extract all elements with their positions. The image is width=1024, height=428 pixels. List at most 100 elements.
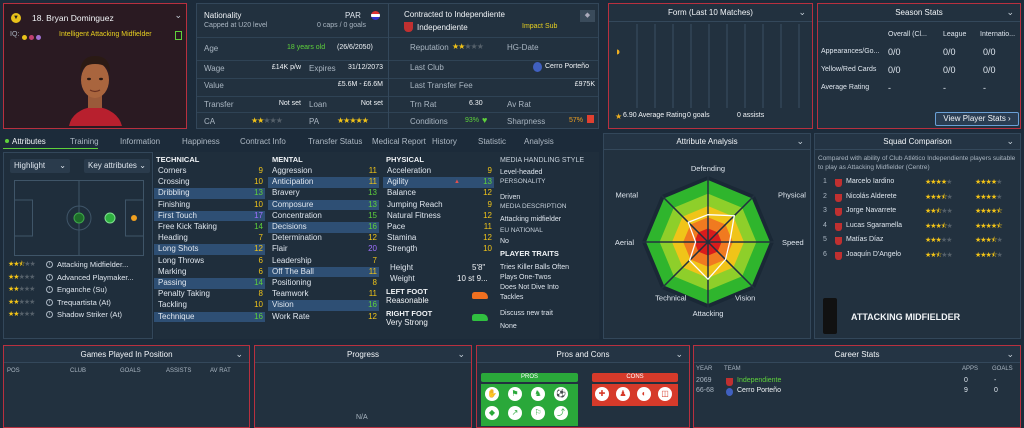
squad-player-name[interactable]: Lucas Sgaramella [846,221,903,229]
info-icon[interactable]: i [46,286,53,293]
pro-icon[interactable]: ♞ [531,387,545,401]
pro-icon[interactable]: ◆ [485,406,499,420]
career-team[interactable]: Cerro Porteño [737,387,781,394]
pro-icon[interactable]: ↗ [508,406,522,420]
tab-analysis[interactable]: Analysis [524,137,554,146]
attribute-row-acceleration[interactable]: Acceleration 9 [383,166,494,177]
tab-statistic[interactable]: Statistic [478,137,507,146]
con-icon[interactable]: ✚ [595,387,609,401]
attribute-row-first-touch[interactable]: First Touch 17 [154,210,265,222]
info-icon[interactable]: i [46,311,53,318]
attribute-row-decisions[interactable]: Decisions 16 [268,222,379,233]
close-icon[interactable]: ◆ [580,10,595,22]
info-icon[interactable]: i [46,273,53,281]
tab-contract-info[interactable]: Contract Info [240,137,286,146]
tab-medical-report[interactable]: Medical Report [372,137,426,146]
attribute-row-aggression[interactable]: Aggression 11 [268,166,379,177]
pro-icon[interactable]: ⤴ [554,406,568,420]
squad-player-name[interactable]: Nicolás Alderete [846,192,897,200]
player-trait[interactable]: Tries Killer Balls Often [500,264,569,271]
player-trait[interactable]: Does Not Dive Into [500,284,559,291]
pro-icon[interactable]: ⚽ [554,387,568,401]
tab-history[interactable]: History [432,137,457,146]
role-name[interactable]: Advanced Playmaker... [57,272,134,282]
chevron-down-icon[interactable]: ⌄ [675,349,683,359]
squad-player-name[interactable]: Jorge Navarrete [846,207,897,214]
attribute-row-determination[interactable]: Determination 12 [268,233,379,244]
player-number-name[interactable]: 18. Bryan Dominguez [32,13,114,23]
attribute-row-concentration[interactable]: Concentration 15 [268,211,379,222]
pro-icon[interactable]: ⚐ [531,406,545,420]
chevron-down-icon[interactable]: ⌄ [174,10,182,20]
attribute-row-tackling[interactable]: Tackling 10 [154,300,265,311]
player-trait[interactable]: Tackles [500,294,524,301]
con-icon[interactable]: ◐ [637,387,651,401]
attribute-row-free-kick-taking[interactable]: Free Kick Taking 14 [154,222,265,233]
attribute-row-anticipation[interactable]: Anticipation 11 [268,177,379,188]
tab-attributes[interactable]: Attributes [12,137,46,146]
info-icon[interactable]: i [46,261,53,268]
info-icon[interactable]: i [46,298,53,306]
pro-icon[interactable]: ✋ [485,387,499,401]
con-icon[interactable]: ♟ [616,387,630,401]
tab-transfer-status[interactable]: Transfer Status [308,137,363,146]
pro-icon[interactable]: ⚑ [508,387,522,401]
contract-club[interactable]: Independiente [417,23,468,32]
attribute-row-long-shots[interactable]: Long Shots 12 [154,244,265,255]
chevron-down-icon[interactable]: ⌄ [235,349,243,359]
chevron-down-icon[interactable]: ⌄ [798,7,806,17]
highlight-dropdown[interactable]: Highlight ⌄ [10,159,70,173]
attribute-row-long-throws[interactable]: Long Throws 6 [154,256,265,267]
last-club-value[interactable]: Cerro Porteño [545,63,589,70]
attribute-row-bravery[interactable]: Bravery 13 [268,188,379,199]
attribute-row-heading[interactable]: Heading 7 [154,233,265,244]
key-attributes-dropdown[interactable]: Key attributes ⌄ [84,159,150,173]
tab-training[interactable]: Training [70,137,99,146]
chevron-down-icon[interactable]: ⌄ [457,349,465,359]
squad-player-name[interactable]: Joaquín D'Angelo [846,250,902,258]
discuss-trait-link[interactable]: Discuss new trait [500,310,553,317]
attribute-row-corners[interactable]: Corners 9 [154,166,265,177]
attribute-row-stamina[interactable]: Stamina 12 [383,233,494,244]
role-name[interactable]: Enganche (Su) [57,285,108,294]
attribute-row-vision[interactable]: Vision 16 [268,300,379,311]
attribute-row-composure[interactable]: Composure 13 [268,199,379,211]
role-name[interactable]: Shadow Striker (At) [57,310,123,319]
role-name[interactable]: Trequartista (At) [57,297,111,307]
attribute-row-marking[interactable]: Marking 6 [154,267,265,278]
attribute-row-positioning[interactable]: Positioning 8 [268,278,379,289]
attribute-row-teamwork[interactable]: Teamwork 11 [268,289,379,300]
attribute-row-dribbling[interactable]: Dribbling 13 [154,188,265,199]
chevron-down-icon[interactable]: ⌄ [1006,349,1014,359]
attribute-row-crossing[interactable]: Crossing 10 [154,177,265,188]
chevron-down-icon[interactable]: ⌄ [796,136,804,146]
tab-information[interactable]: Information [120,137,161,146]
squad-player-name[interactable]: Marcelo Iardino [846,178,895,185]
attribute-row-leadership[interactable]: Leadership 7 [268,256,379,267]
attribute-row-passing[interactable]: Passing 14 [154,278,265,289]
attribute-row-work-rate[interactable]: Work Rate 12 [268,312,379,323]
con-icon[interactable]: ◫ [658,387,672,401]
squad-player-name[interactable]: Matías Díaz [846,236,884,243]
tab-happiness[interactable]: Happiness [182,137,220,146]
chevron-down-icon[interactable]: ⌄ [1006,7,1014,17]
attribute-row-technique[interactable]: Technique 16 [154,311,265,323]
career-team[interactable]: Independiente [737,377,782,384]
chevron-down-icon[interactable]: ⌄ [1006,136,1014,146]
attribute-row-pace[interactable]: Pace 11 [383,222,494,233]
view-player-stats-button[interactable]: View Player Stats › [935,112,1019,126]
attribute-row-jumping-reach[interactable]: Jumping Reach 9 [383,200,494,211]
attribute-row-strength[interactable]: Strength 10 [383,244,494,255]
attribute-row-off-the-ball[interactable]: Off The Ball 11 [268,266,379,278]
attribute-row-agility[interactable]: Agility 13 [383,177,494,188]
copy-icon[interactable] [175,31,182,40]
attribute-row-finishing[interactable]: Finishing 10 [154,200,265,211]
attribute-row-penalty-taking[interactable]: Penalty Taking 8 [154,289,265,300]
player-trait[interactable]: Plays One-Twos [500,274,551,281]
attribute-row-balance[interactable]: Balance 12 [383,188,494,199]
attribute-row-flair[interactable]: Flair 20 [268,244,379,255]
flag-icon[interactable] [371,11,380,20]
attribute-row-natural-fitness[interactable]: Natural Fitness 12 [383,211,494,222]
role-name[interactable]: Attacking Midfielder... [57,260,129,269]
attribute-name: Pace [387,222,406,231]
